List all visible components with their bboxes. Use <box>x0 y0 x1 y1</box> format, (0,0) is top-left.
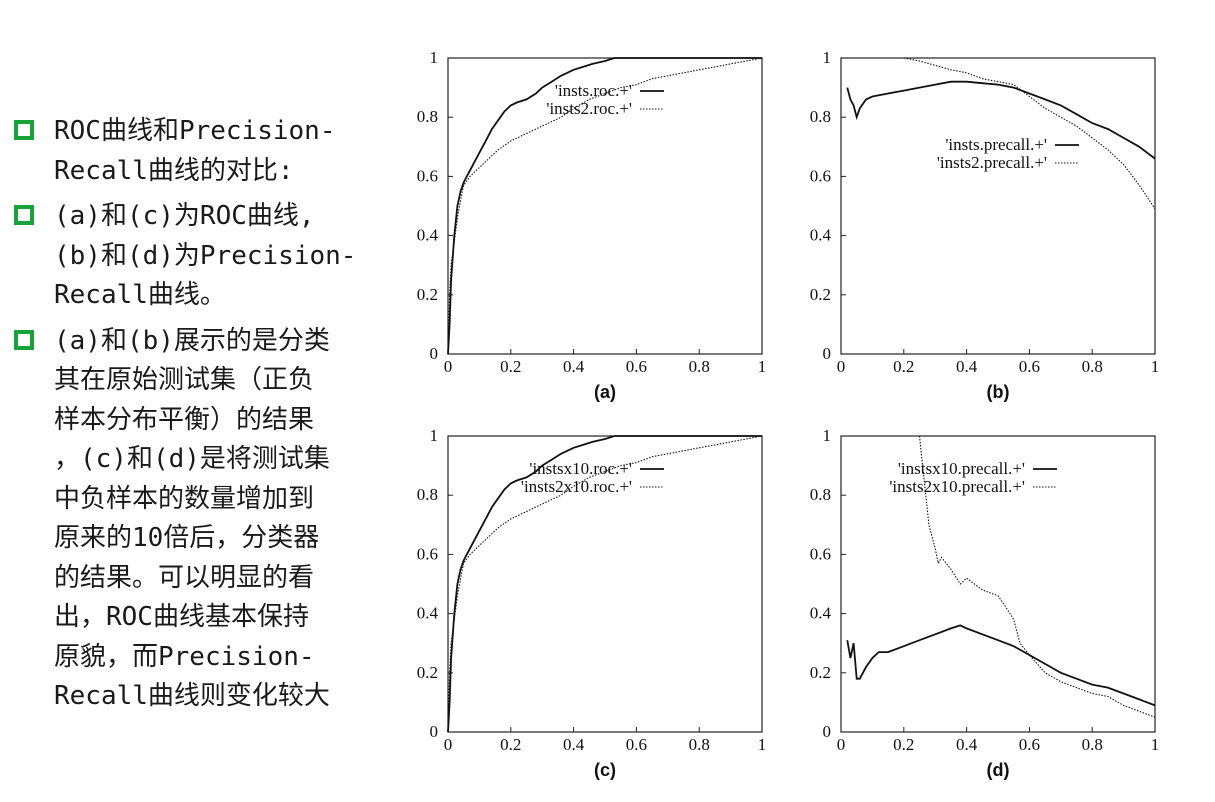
series-line <box>903 57 1156 210</box>
green-square-bullet-icon <box>14 329 34 350</box>
x-tick-label: 0.4 <box>563 357 585 376</box>
y-tick-label: 0.6 <box>417 166 438 185</box>
x-tick-label: 0.4 <box>956 357 978 376</box>
panel-label: (d) <box>987 760 1010 780</box>
chart-c: 0 0.2 0.4 0.6 0.8 1 0 0.2 0.4 0.6 0.8 1 'instsx10.ro… <box>417 426 767 780</box>
y-tick-label: 1 <box>430 426 439 445</box>
y-tick-label: 0.4 <box>417 226 439 245</box>
y-tick-label: 0.2 <box>810 663 831 682</box>
y-tick-label: 0.8 <box>417 485 438 504</box>
x-tick-label: 0 <box>837 357 846 376</box>
legend-label: 'insts2x10.precall.+' <box>889 477 1025 496</box>
x-tick-label: 0.6 <box>626 735 647 754</box>
plot-frame <box>840 57 1156 355</box>
y-tick-label: 0 <box>430 344 439 363</box>
x-tick-label: 0.6 <box>1019 735 1040 754</box>
bullet-item: (a)和(b)展示的是分类 其在原始测试集（正负 样本分布平衡）的结果 ，(c)… <box>12 322 382 717</box>
y-tick-label: 0.8 <box>810 485 831 504</box>
chart-b: 0 0.2 0.4 0.6 0.8 1 0 0.2 0.4 0.6 0.8 1 'insts.preca… <box>810 48 1160 402</box>
plot-frame <box>447 57 763 355</box>
panel-label: (b) <box>987 382 1010 402</box>
legend-label: 'insts2x10.roc.+' <box>521 477 632 496</box>
plot-frame <box>840 435 1156 733</box>
y-tick-label: 0.2 <box>417 663 438 682</box>
y-tick-label: 0.6 <box>417 544 438 563</box>
series-line <box>447 435 762 733</box>
y-tick-label: 0.4 <box>417 604 439 623</box>
y-tick-label: 1 <box>823 48 832 67</box>
bullet-text: (a)和(c)为ROC曲线, (b)和(d)为Precision- Recall… <box>54 201 357 310</box>
x-tick-label: 0.4 <box>956 735 978 754</box>
x-tick-label: 0.8 <box>689 357 710 376</box>
panel-label: (c) <box>594 760 616 780</box>
y-tick-label: 0.4 <box>810 226 832 245</box>
series-line <box>447 57 762 355</box>
legend-label: 'insts.precall.+' <box>945 135 1047 154</box>
y-tick-label: 0.6 <box>810 544 831 563</box>
x-tick-label: 0 <box>444 735 453 754</box>
chart-a: 0 0.2 0.4 0.6 0.8 1 0 0.2 0.4 0.6 0.8 1 'insts.roc.+… <box>417 48 767 402</box>
y-tick-label: 0 <box>823 344 832 363</box>
bullet-item: (a)和(c)为ROC曲线, (b)和(d)为Precision- Recall… <box>12 197 382 316</box>
legend-label: 'instsx10.roc.+' <box>529 459 632 478</box>
series-line <box>846 624 1156 707</box>
series-line <box>447 57 763 355</box>
x-tick-label: 0.2 <box>893 735 914 754</box>
x-tick-label: 0.8 <box>1082 735 1103 754</box>
x-tick-label: 0.6 <box>626 357 647 376</box>
plot-frame <box>447 435 763 733</box>
legend-label: 'instsx10.precall.+' <box>898 459 1025 478</box>
bullet-text: (a)和(b)展示的是分类 其在原始测试集（正负 样本分布平衡）的结果 ，(c)… <box>54 325 330 712</box>
y-tick-label: 1 <box>823 426 832 445</box>
panel-label: (a) <box>594 382 616 402</box>
legend-label: 'insts2.roc.+' <box>546 99 632 118</box>
x-tick-label: 0.8 <box>1082 357 1103 376</box>
y-tick-label: 1 <box>430 48 439 67</box>
series-line <box>846 80 1156 160</box>
y-tick-label: 0.8 <box>417 107 438 126</box>
x-tick-label: 0 <box>837 735 846 754</box>
green-square-bullet-icon <box>14 205 34 225</box>
chart-d: 0 0.2 0.4 0.6 0.8 1 0 0.2 0.4 0.6 0.8 1 'instsx10.pr… <box>810 426 1160 780</box>
x-tick-label: 1 <box>1151 735 1160 754</box>
y-tick-label: 0.4 <box>810 604 832 623</box>
x-tick-label: 1 <box>1151 357 1160 376</box>
x-tick-label: 0.2 <box>500 735 521 754</box>
y-tick-label: 0.2 <box>417 285 438 304</box>
figure-panels: 0 0.2 0.4 0.6 0.8 1 0 0.2 0.4 0.6 0.8 1 'insts.roc.+… <box>400 30 1200 802</box>
x-tick-label: 1 <box>758 357 767 376</box>
y-tick-label: 0.8 <box>810 107 831 126</box>
green-square-bullet-icon <box>14 120 34 140</box>
x-tick-label: 0.8 <box>689 735 710 754</box>
x-tick-label: 0 <box>444 357 453 376</box>
bullet-item: ROC曲线和Precision- Recall曲线的对比: <box>12 112 382 191</box>
legend-label: 'insts2.precall.+' <box>937 153 1047 172</box>
x-tick-label: 0.4 <box>563 735 585 754</box>
series-line <box>447 435 763 733</box>
y-tick-label: 0 <box>430 722 439 741</box>
bullet-text: ROC曲线和Precision- Recall曲线的对比: <box>54 116 336 186</box>
y-tick-label: 0.6 <box>810 166 831 185</box>
bullet-list: ROC曲线和Precision- Recall曲线的对比: (a)和(c)为RO… <box>12 112 382 723</box>
y-tick-label: 0 <box>823 722 832 741</box>
x-tick-label: 0.2 <box>893 357 914 376</box>
x-tick-label: 1 <box>758 735 767 754</box>
x-tick-label: 0.2 <box>500 357 521 376</box>
legend-label: 'insts.roc.+' <box>555 81 632 100</box>
y-tick-label: 0.2 <box>810 285 831 304</box>
x-tick-label: 0.6 <box>1019 357 1040 376</box>
